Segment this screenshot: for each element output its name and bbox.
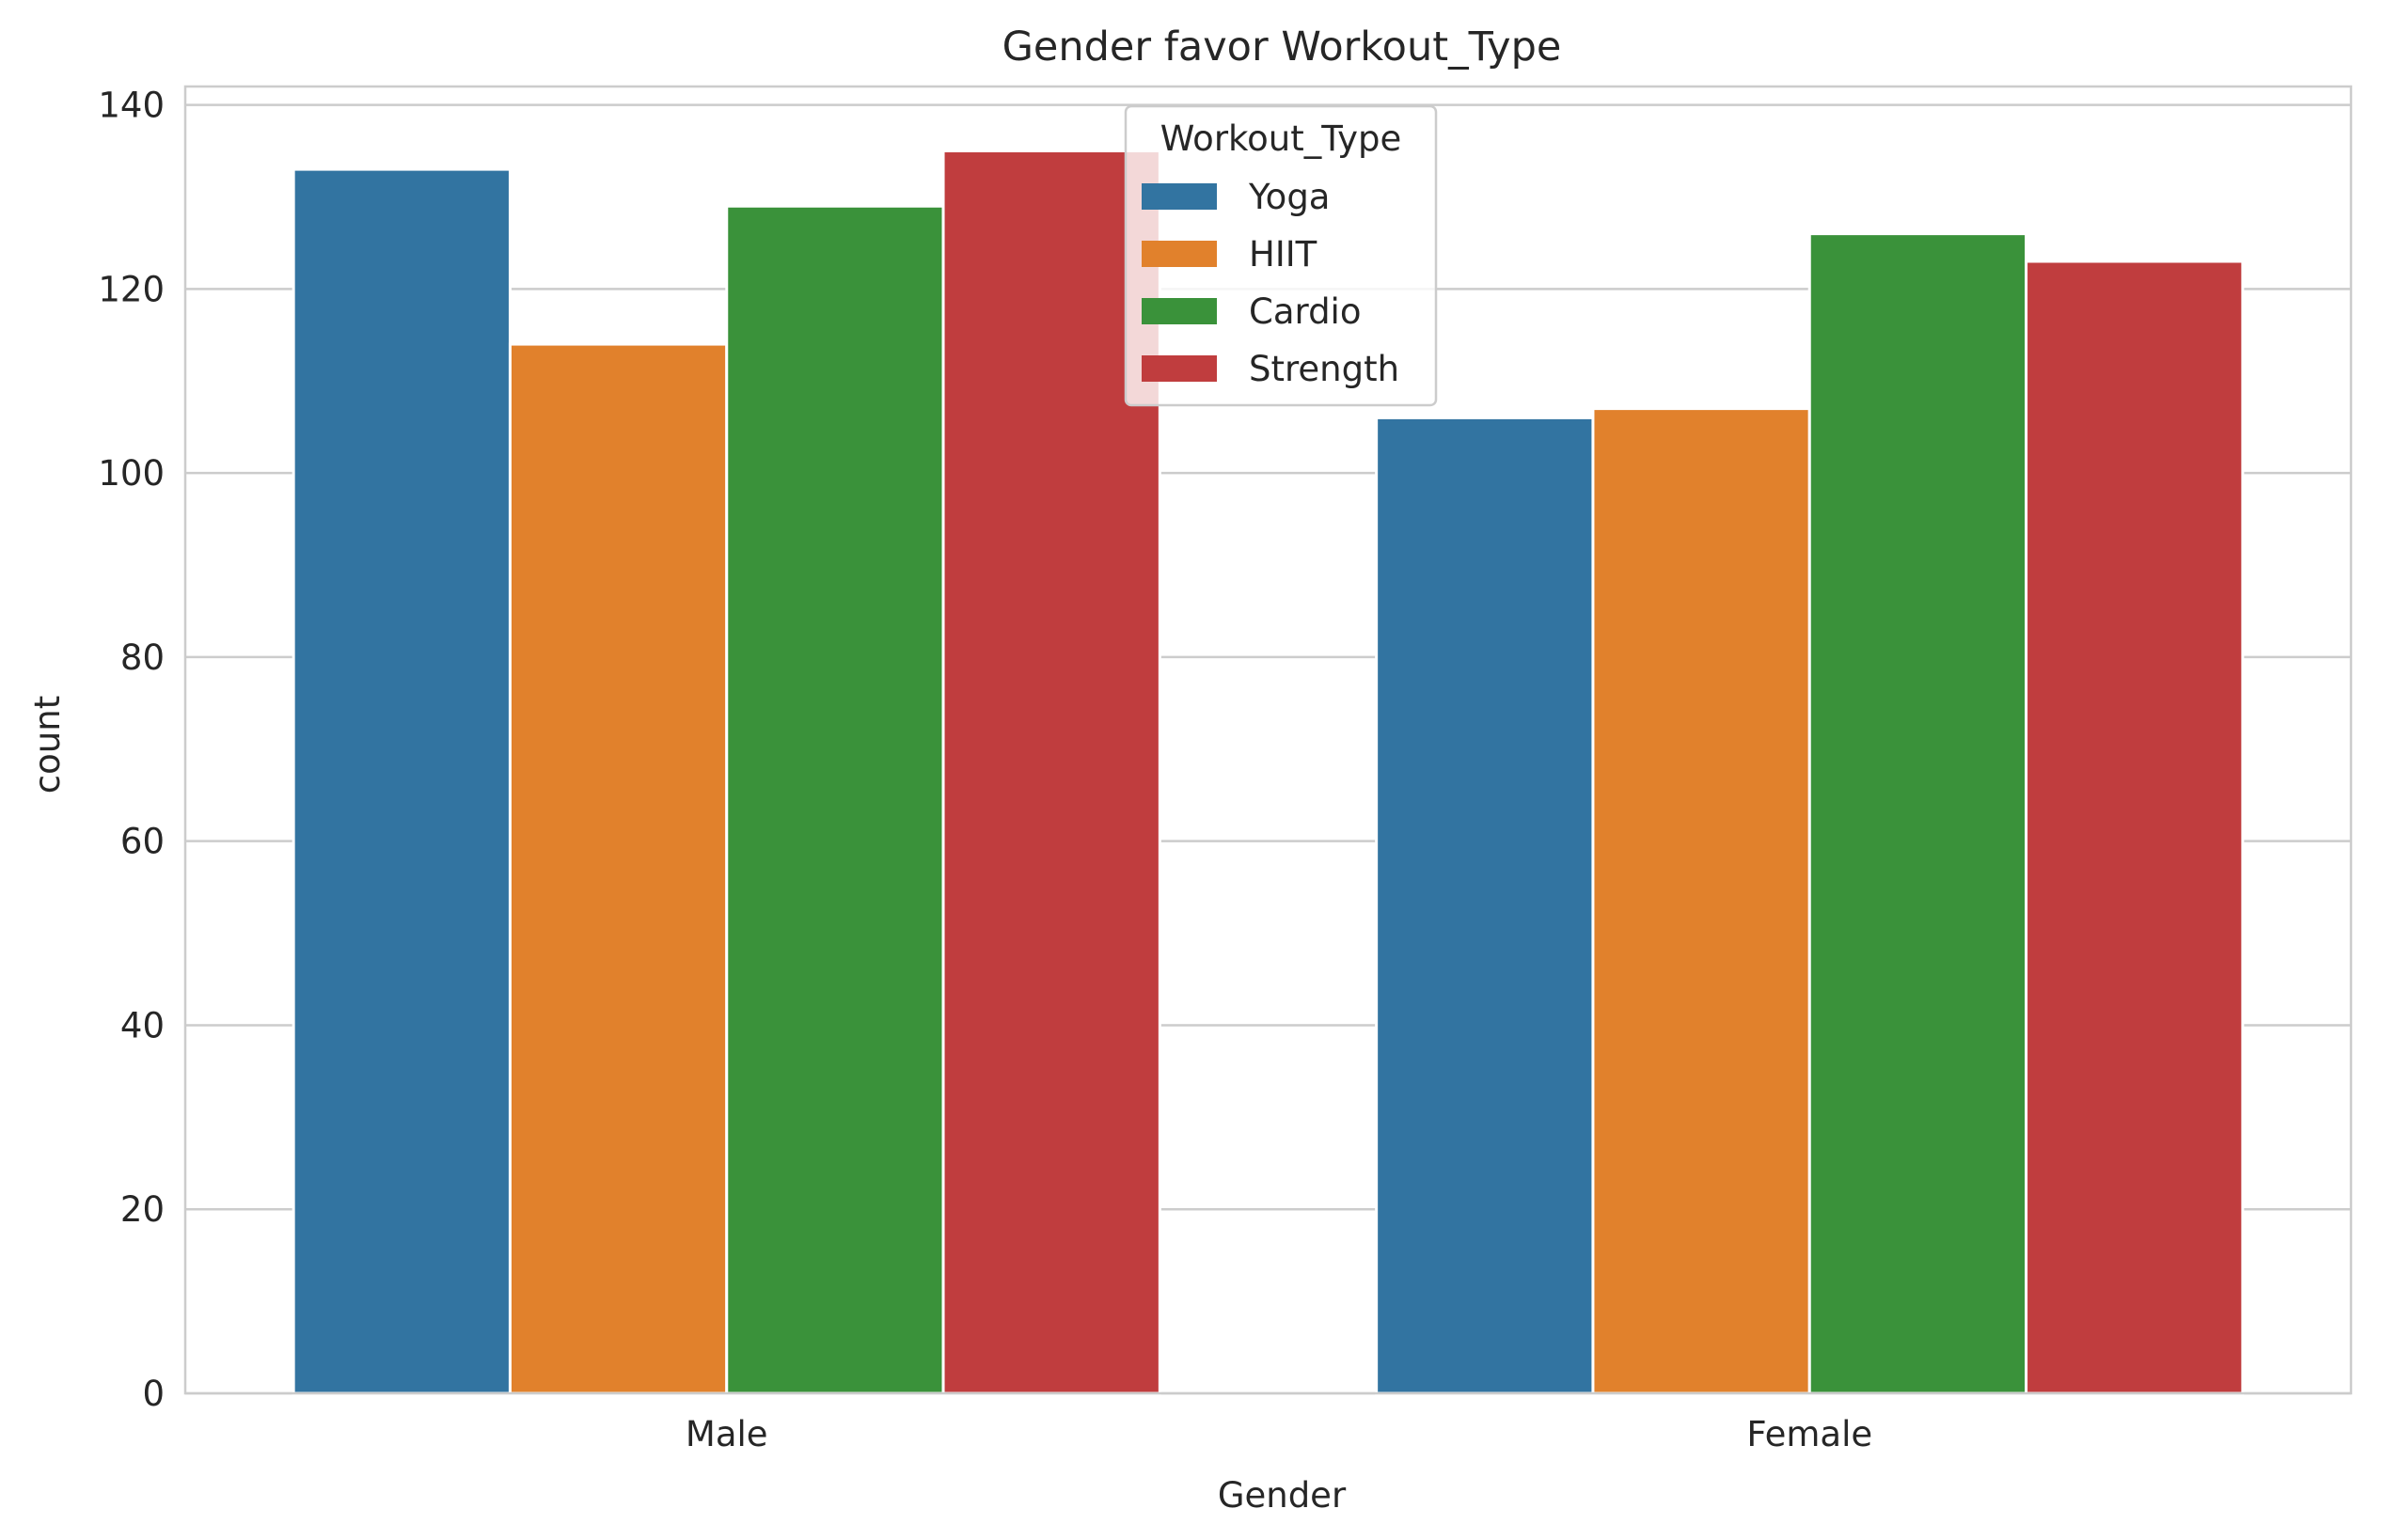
- y-tick-label: 0: [142, 1374, 165, 1414]
- bar-yoga-female: [1375, 416, 1595, 1395]
- y-tick-label: 100: [98, 453, 165, 494]
- legend-title: Workout_Type: [1160, 118, 1401, 159]
- x-tick-label: Female: [1746, 1414, 1872, 1454]
- legend-label-hiit: HIIT: [1249, 234, 1317, 275]
- chart-title: Gender favor Workout_Type: [1002, 24, 1562, 71]
- bar-layer: [292, 149, 2245, 1395]
- legend-swatch-yoga: [1142, 183, 1217, 210]
- y-tick-label: 80: [120, 637, 165, 678]
- legend-label-yoga: Yoga: [1248, 177, 1330, 217]
- legend: Workout_Type Yoga HIIT Cardio Strength: [1124, 104, 1438, 407]
- tick-layer: 0 20 40 60 80 100 120 140 Male Female: [98, 86, 1872, 1454]
- bar-yoga-male: [292, 167, 512, 1395]
- y-tick-label: 40: [120, 1005, 165, 1045]
- y-tick-label: 120: [98, 269, 165, 309]
- legend-swatch-cardio: [1142, 298, 1217, 324]
- y-tick-label: 20: [120, 1189, 165, 1230]
- legend-label-strength: Strength: [1249, 349, 1399, 389]
- y-tick-label: 140: [98, 86, 165, 126]
- legend-box: [1124, 104, 1438, 407]
- legend-swatch-hiit: [1142, 241, 1217, 267]
- bar-strength-male: [941, 149, 1161, 1395]
- y-tick-label: 60: [120, 822, 165, 862]
- y-axis-label: count: [27, 696, 68, 794]
- bar-cardio-female: [1807, 232, 2028, 1395]
- legend-label-cardio: Cardio: [1249, 291, 1361, 332]
- bar-hiit-female: [1591, 407, 1811, 1395]
- x-axis-label: Gender: [1218, 1475, 1347, 1516]
- bar-hiit-male: [508, 342, 729, 1395]
- legend-swatch-strength: [1142, 355, 1217, 382]
- bar-strength-female: [2025, 259, 2245, 1395]
- x-tick-label: Male: [686, 1414, 768, 1454]
- bar-cardio-male: [725, 204, 945, 1395]
- plot-frame: [183, 85, 2353, 1395]
